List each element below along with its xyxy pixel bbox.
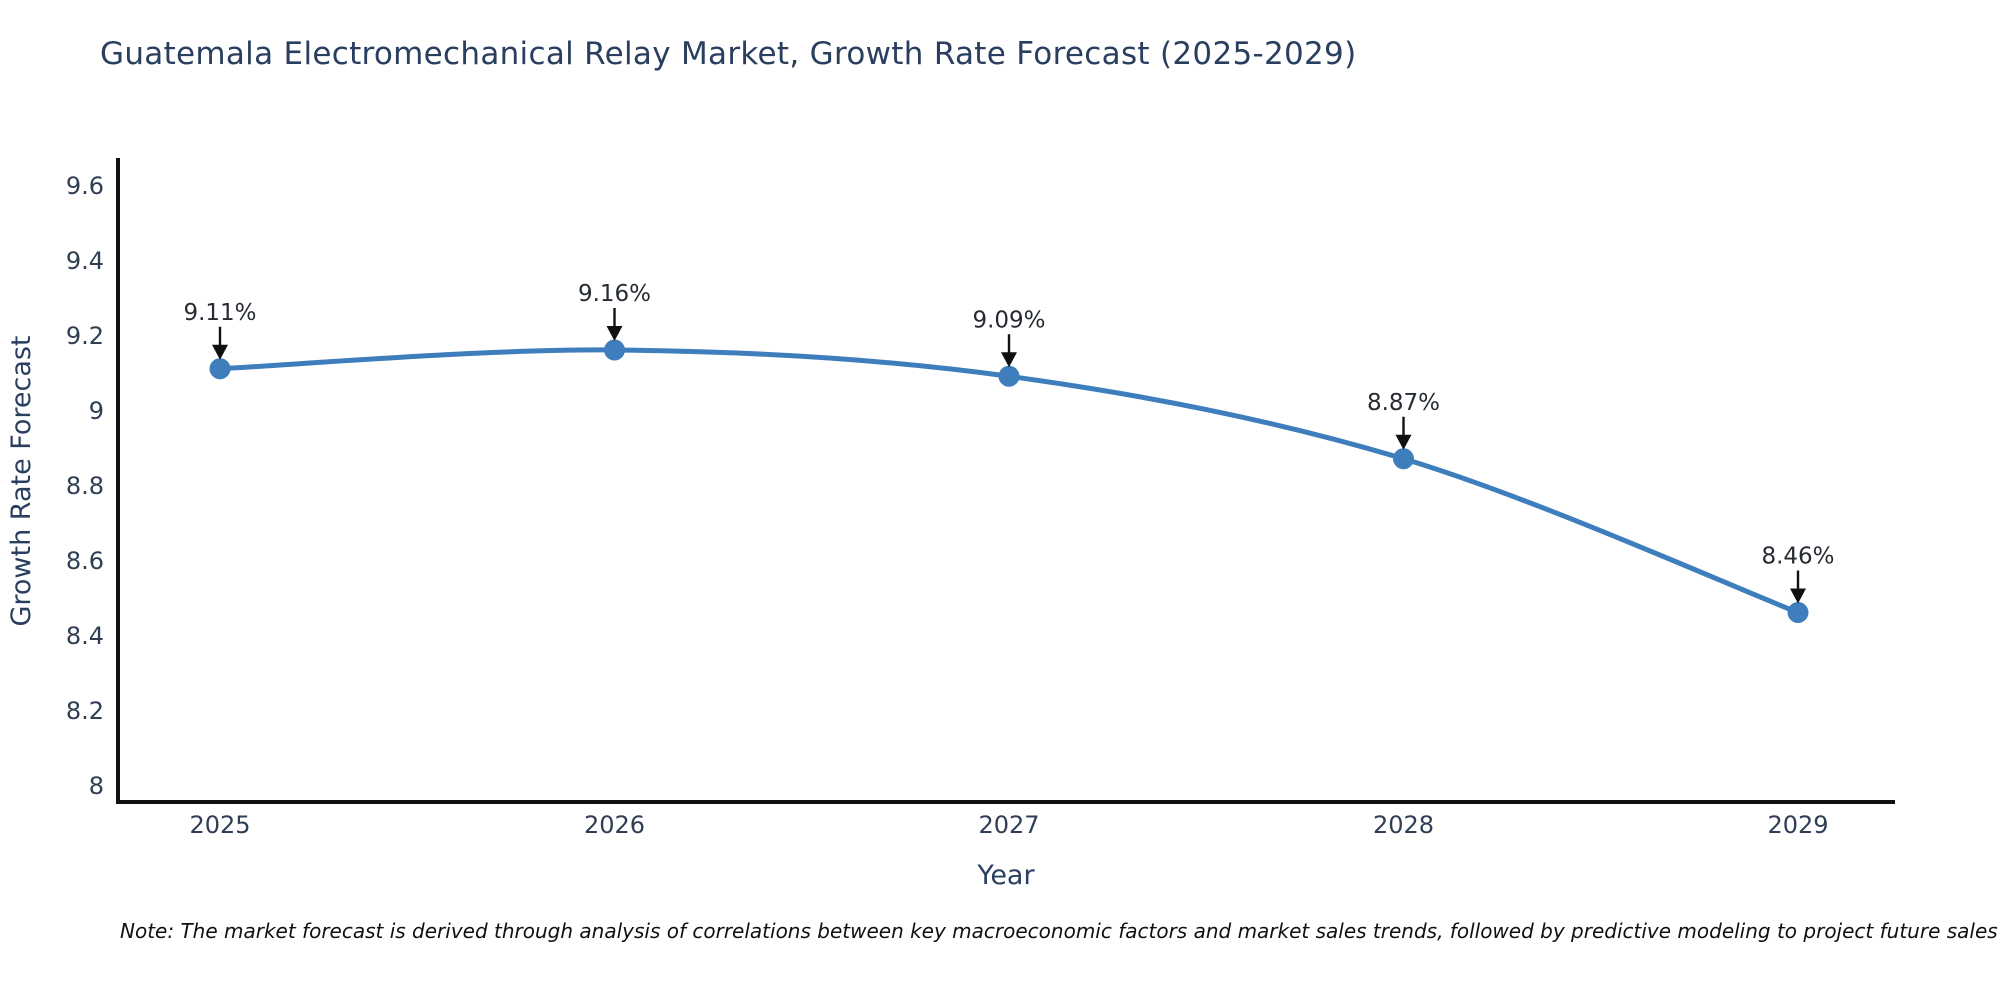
- x-tick-label: 2025: [189, 811, 250, 839]
- x-tick-label: 2027: [978, 811, 1039, 839]
- annotation-arrowhead: [606, 326, 623, 341]
- y-tick-label: 9.6: [66, 172, 104, 200]
- y-tick-label: 9.2: [66, 322, 104, 350]
- annotation-arrowhead: [1790, 588, 1806, 604]
- annotation-arrowhead: [1395, 434, 1412, 450]
- y-tick-label: 8.6: [66, 547, 104, 575]
- annotation-label: 8.46%: [1761, 544, 1834, 570]
- chart-title: Guatemala Electromechanical Relay Market…: [100, 36, 1357, 72]
- y-tick-label: 9: [89, 397, 104, 425]
- data-point-marker: [1393, 448, 1414, 470]
- annotation-label: 9.16%: [578, 281, 651, 307]
- data-point-marker: [209, 358, 231, 380]
- annotation-label: 9.09%: [972, 307, 1045, 333]
- data-point-marker: [604, 339, 625, 361]
- data-point-marker: [998, 365, 1020, 387]
- annotation-arrowhead: [1001, 352, 1017, 368]
- x-tick-label: 2026: [584, 811, 645, 839]
- y-tick-label: 8.8: [66, 472, 104, 500]
- y-tick-label: 8: [89, 772, 104, 800]
- trend-line: [217, 347, 1801, 615]
- y-tick-label: 9.4: [66, 247, 104, 275]
- annotation-arrowhead: [212, 344, 228, 360]
- annotation-label: 9.11%: [183, 300, 256, 326]
- x-axis-title: Year: [976, 860, 1035, 891]
- y-axis-title: Growth Rate Forecast: [6, 335, 37, 626]
- y-tick-label: 8.4: [66, 622, 104, 650]
- x-tick-label: 2029: [1767, 811, 1828, 839]
- annotation-label: 8.87%: [1367, 390, 1440, 416]
- footnote: Note: The market forecast is derived thr…: [120, 919, 1998, 943]
- data-point-marker: [1787, 602, 1809, 623]
- y-tick-label: 8.2: [66, 697, 104, 725]
- x-tick-label: 2028: [1373, 811, 1434, 839]
